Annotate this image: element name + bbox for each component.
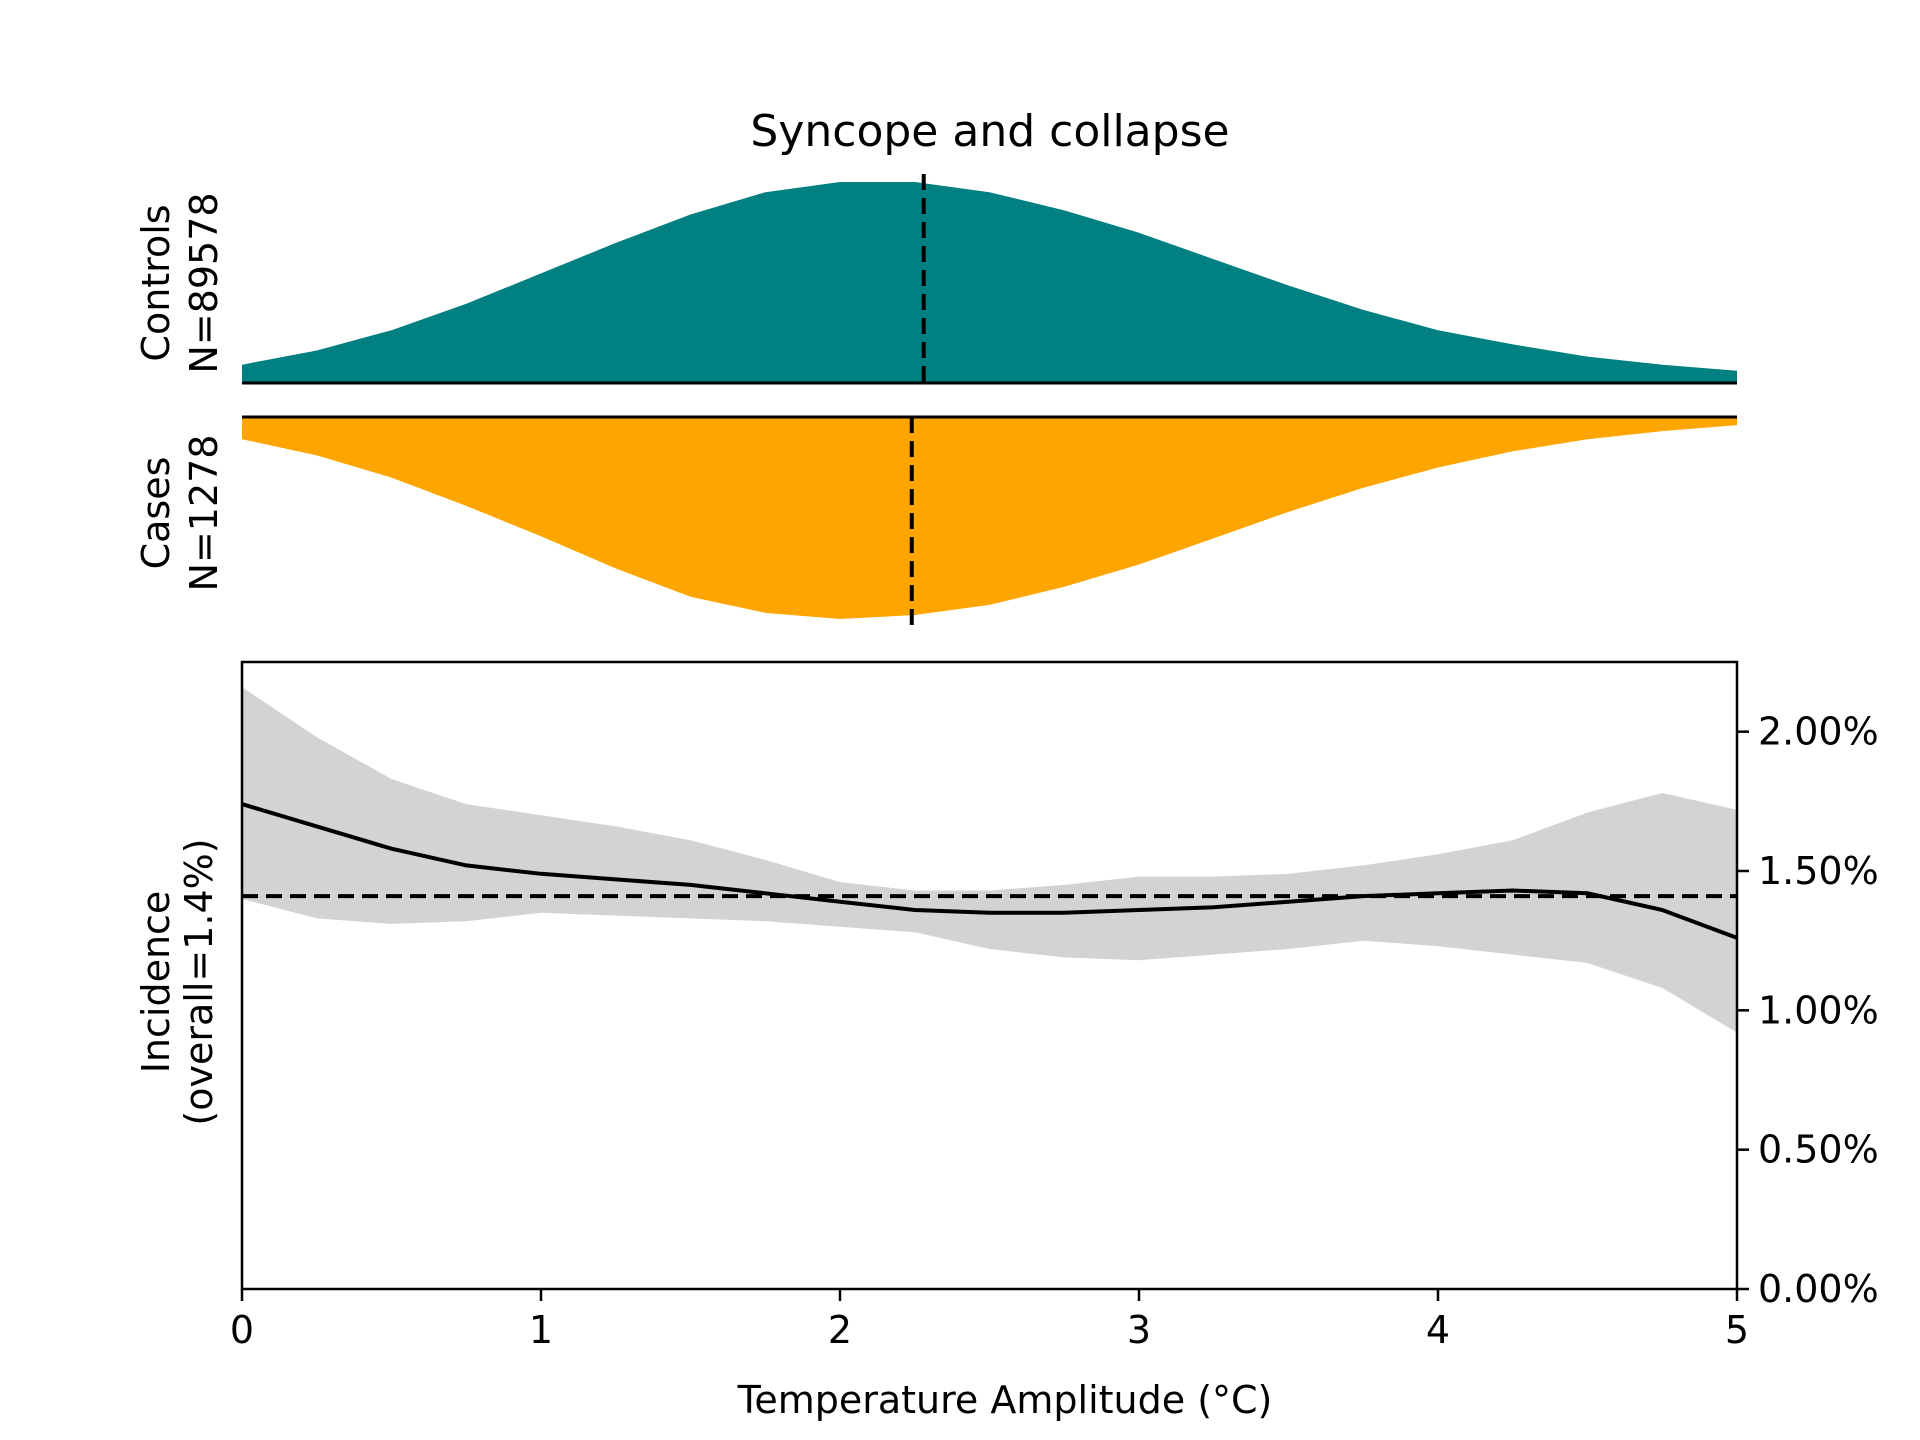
cases-n-label: N=1278: [182, 435, 226, 592]
x-tick-label: 0: [230, 1308, 254, 1352]
cases-panel: Cases N=1278: [134, 415, 1737, 627]
controls-density-area: [242, 182, 1737, 383]
incidence-line: [241, 802, 1738, 940]
incidence-panel: 0 1 2 3 4 5 0.00% 0.50% 1.00% 1.50% 2.00% Tempera…: [134, 660, 1879, 1422]
y-tick-label: 2.00%: [1758, 710, 1879, 754]
y-axis-label-line2: (overall=1.4%): [177, 838, 221, 1125]
y-axis-ticks: 0.00% 0.50% 1.00% 1.50% 2.00%: [1737, 710, 1879, 1311]
cases-density-area: [242, 417, 1737, 619]
x-tick-label: 1: [529, 1308, 553, 1352]
chart-title: Syncope and collapse: [750, 106, 1229, 157]
incidence-ci-band: [242, 687, 1737, 1033]
x-axis-ticks: 0 1 2 3 4 5: [230, 1289, 1749, 1352]
x-tick-label: 3: [1127, 1308, 1151, 1352]
x-tick-label: 2: [828, 1308, 852, 1352]
cases-label: Cases: [134, 457, 178, 570]
y-axis-label-line1: Incidence: [134, 891, 178, 1074]
x-tick-label: 5: [1725, 1308, 1749, 1352]
y-tick-label: 0.00%: [1758, 1267, 1879, 1311]
controls-label: Controls: [134, 204, 178, 361]
x-axis-label: Temperature Amplitude (°C): [737, 1378, 1273, 1422]
x-tick-label: 4: [1426, 1308, 1450, 1352]
y-tick-label: 1.00%: [1758, 988, 1879, 1032]
y-tick-label: 0.50%: [1758, 1128, 1879, 1172]
controls-panel: Controls N=89578: [134, 174, 1737, 385]
y-tick-label: 1.50%: [1758, 849, 1879, 893]
incidence-plot-frame: [240, 660, 1739, 1291]
controls-n-label: N=89578: [182, 192, 226, 373]
